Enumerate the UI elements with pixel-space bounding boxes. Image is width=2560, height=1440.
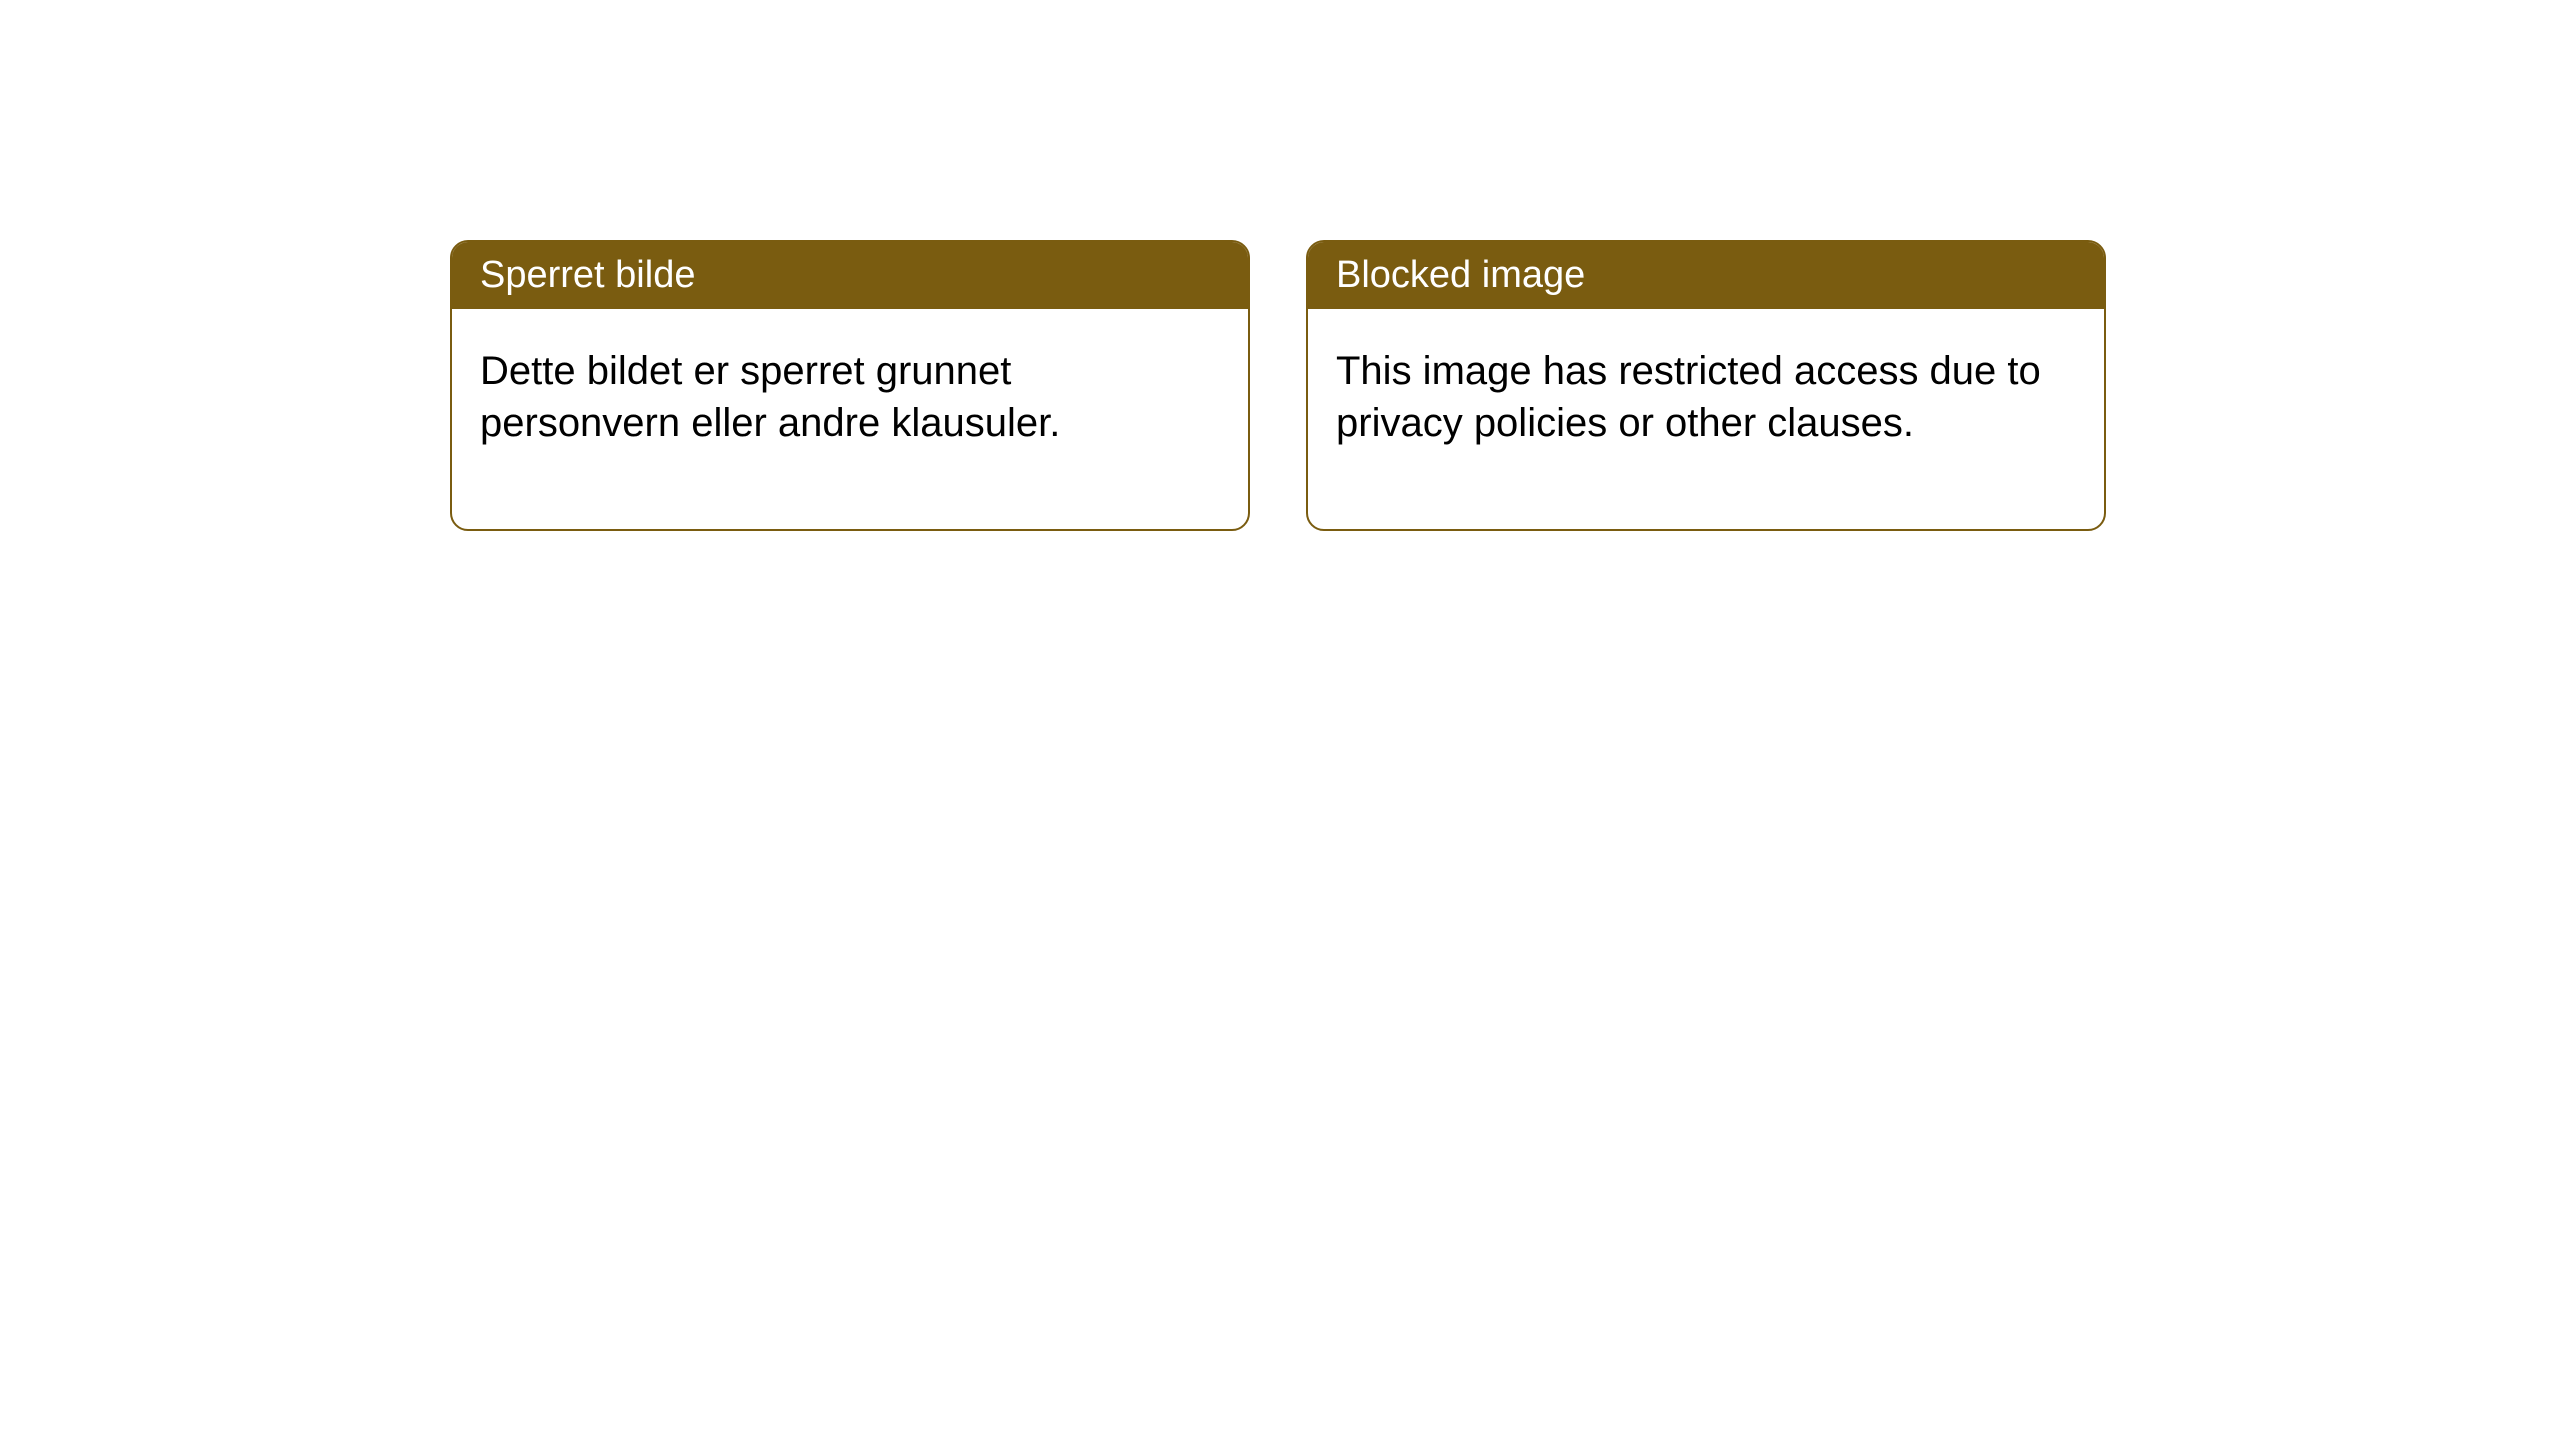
card-body-text: This image has restricted access due to … <box>1336 349 2041 445</box>
card-header: Sperret bilde <box>452 242 1248 309</box>
card-header: Blocked image <box>1308 242 2104 309</box>
card-body: Dette bildet er sperret grunnet personve… <box>452 309 1248 529</box>
card-header-text: Blocked image <box>1336 254 1585 296</box>
notice-card-norwegian: Sperret bilde Dette bildet er sperret gr… <box>450 240 1250 531</box>
card-header-text: Sperret bilde <box>480 254 695 296</box>
card-body: This image has restricted access due to … <box>1308 309 2104 529</box>
notice-cards-container: Sperret bilde Dette bildet er sperret gr… <box>450 240 2106 531</box>
notice-card-english: Blocked image This image has restricted … <box>1306 240 2106 531</box>
card-body-text: Dette bildet er sperret grunnet personve… <box>480 349 1060 445</box>
